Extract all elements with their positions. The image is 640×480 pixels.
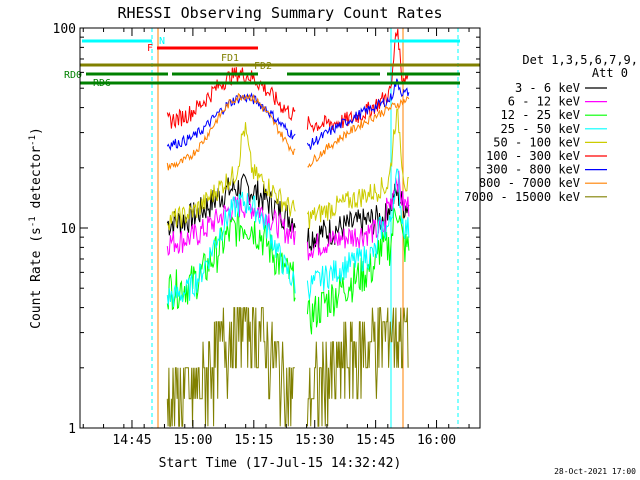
flag-label: N [159,36,165,47]
series-line [166,307,295,427]
flag-label: RD6 [93,78,111,89]
legend-label: 12 - 25 keV [501,108,580,122]
series-line [166,191,296,308]
legend-label: 6 - 12 keV [508,95,580,109]
series-line [306,168,410,300]
x-tick-label: 16:00 [417,433,456,448]
series-line [306,78,410,150]
legend-label: 800 - 7000 keV [479,176,580,190]
flag-label: FD2 [254,61,272,72]
flag-label: RD0 [64,70,82,81]
series-line [166,92,296,171]
y-tick-label: 10 [60,222,76,237]
series-line [307,96,410,168]
legend-header-1: Det 1,3,5,6,7,9, [522,53,638,67]
flag-label: FD1 [221,53,239,64]
legend-header-2: Att 0 [592,66,628,80]
legend-label: 3 - 6 keV [515,81,580,95]
x-tick-label: 15:30 [295,433,334,448]
x-tick-label: 14:45 [112,433,151,448]
footer-date: 28-Oct-2021 17:00 [554,467,636,476]
legend-label: 50 - 100 keV [493,135,580,149]
flag-bars: NF FD1 FD2 RD0 RD6 [64,36,480,89]
series-line [306,307,409,427]
legend-label: 300 - 800 keV [486,163,580,177]
y-axis-label: Count Rate (s-1 detector-1) [28,127,44,329]
series-line [306,207,410,335]
x-tick-label: 15:15 [234,433,273,448]
series-line [166,67,296,129]
axes: 14:45 15:00 15:15 15:30 15:45 16:00 1 10 100 [53,22,480,448]
plot-area [151,28,459,428]
series-line [166,122,296,231]
legend-label: 100 - 300 keV [486,149,580,163]
x-axis-label: Start Time (17-Jul-15 14:32:42) [159,456,402,471]
legend-label: 7000 - 15000 keV [464,190,580,204]
legend-label: 25 - 50 keV [501,122,580,136]
series-line [306,170,410,261]
series-line [306,108,409,230]
x-tick-label: 15:00 [173,433,212,448]
series-line [306,28,410,134]
flag-label: F [147,43,153,54]
chart-title: RHESSI Observing Summary Count Rates [117,4,442,22]
series-line [166,193,296,256]
plot-frame [79,27,481,429]
y-tick-label: 1 [68,422,76,437]
y-tick-label: 100 [53,22,76,37]
x-tick-label: 15:45 [356,433,395,448]
